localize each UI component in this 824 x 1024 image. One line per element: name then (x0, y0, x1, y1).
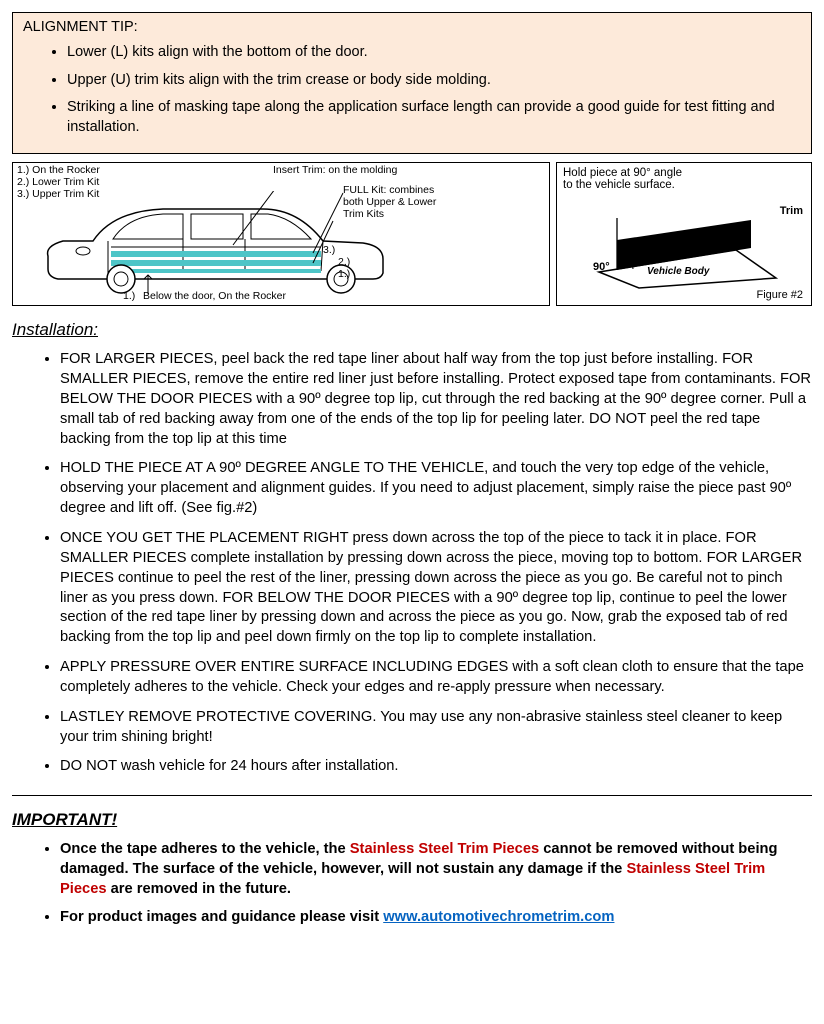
alignment-tip-box: ALIGNMENT TIP: Lower (L) kits align with… (12, 12, 812, 154)
below-door-label: Below the door, On the Rocker (143, 291, 286, 303)
callout-2: 2.) (338, 257, 350, 269)
important-item: Once the tape adheres to the vehicle, th… (60, 840, 812, 900)
important-red: Stainless Steel Trim Pieces (350, 841, 539, 857)
important-heading: IMPORTANT! (12, 810, 812, 830)
tip-list: Lower (L) kits align with the bottom of … (23, 43, 801, 137)
important-text: Once the tape adheres to the vehicle, th… (60, 841, 350, 857)
important-item: For product images and guidance please v… (60, 908, 812, 928)
product-link[interactable]: www.automotivechrometrim.com (383, 909, 614, 925)
install-item: LASTLEY REMOVE PROTECTIVE COVERING. You … (60, 708, 812, 748)
callout-3: 3.) (323, 245, 335, 257)
install-item: FOR LARGER PIECES, peel back the red tap… (60, 350, 812, 449)
install-item: HOLD THE PIECE AT A 90º DEGREE ANGLE TO … (60, 459, 812, 519)
figures-row: 1.) On the Rocker 2.) Lower Trim Kit 3.)… (12, 162, 812, 306)
important-text: For product images and guidance please v… (60, 909, 383, 925)
vehicle-body-label: Vehicle Body (647, 266, 709, 277)
tip-item: Upper (U) trim kits align with the trim … (67, 71, 801, 91)
callout-1: 1.) (338, 269, 350, 281)
installation-list: FOR LARGER PIECES, peel back the red tap… (12, 350, 812, 777)
figure-angle-diagram: Hold piece at 90° angle to the vehicle s… (556, 162, 812, 306)
legend-lower: 2.) Lower Trim Kit (17, 177, 99, 189)
important-text: are removed in the future. (107, 881, 291, 897)
callout-1b: 1.) (123, 291, 135, 303)
fig2-line1: Hold piece at 90° angle (563, 167, 805, 179)
figure-car-diagram: 1.) On the Rocker 2.) Lower Trim Kit 3.)… (12, 162, 550, 306)
install-item: APPLY PRESSURE OVER ENTIRE SURFACE INCLU… (60, 658, 812, 698)
tip-item: Lower (L) kits align with the bottom of … (67, 43, 801, 63)
installation-heading: Installation: (12, 320, 812, 340)
install-item: ONCE YOU GET THE PLACEMENT RIGHT press d… (60, 529, 812, 648)
tip-item: Striking a line of masking tape along th… (67, 98, 801, 137)
angle-icon (581, 210, 781, 295)
separator (12, 795, 812, 796)
figure-caption: Figure #2 (757, 289, 803, 301)
legend-rocker: 1.) On the Rocker (17, 165, 100, 177)
fig2-line2: to the vehicle surface. (563, 179, 805, 191)
car-icon (33, 191, 433, 301)
tip-title: ALIGNMENT TIP: (23, 19, 801, 35)
install-item: DO NOT wash vehicle for 24 hours after i… (60, 757, 812, 777)
trim-label: Trim (780, 205, 803, 217)
insert-trim-label: Insert Trim: on the molding (273, 165, 397, 177)
angle-label: 90° (593, 261, 610, 273)
important-list: Once the tape adheres to the vehicle, th… (12, 840, 812, 927)
